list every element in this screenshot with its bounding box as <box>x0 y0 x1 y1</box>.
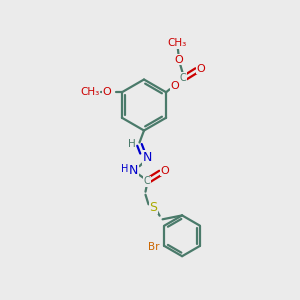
Text: O: O <box>196 64 205 74</box>
Text: S: S <box>150 201 158 214</box>
Text: O: O <box>171 81 179 91</box>
Text: CH₃: CH₃ <box>168 38 187 48</box>
Text: N: N <box>129 164 138 178</box>
Text: O: O <box>174 55 183 65</box>
Text: Br: Br <box>148 242 160 253</box>
Text: O: O <box>103 87 111 97</box>
Text: H: H <box>128 139 136 149</box>
Text: H: H <box>122 164 129 175</box>
Text: CH₃: CH₃ <box>80 87 99 97</box>
Text: C: C <box>144 176 150 186</box>
Text: O: O <box>160 166 169 176</box>
Text: N: N <box>142 151 152 164</box>
Text: C: C <box>180 73 187 83</box>
